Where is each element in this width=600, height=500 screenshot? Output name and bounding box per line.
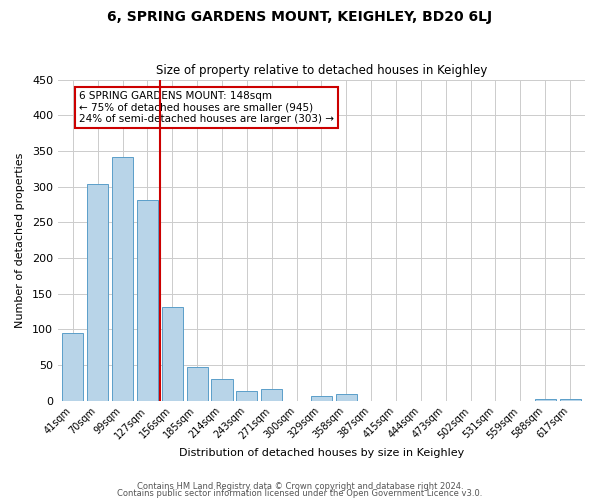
Bar [162, 308, 183, 401]
Text: 6, SPRING GARDENS MOUNT, KEIGHLEY, BD20 6LJ: 6, SPRING GARDENS MOUNT, KEIGHLEY, BD20 … [107, 10, 493, 24]
Bar [187, 367, 208, 401]
Bar [560, 400, 581, 401]
Bar [62, 333, 83, 401]
Bar [87, 184, 108, 401]
Text: Contains public sector information licensed under the Open Government Licence v3: Contains public sector information licen… [118, 489, 482, 498]
Text: Contains HM Land Registry data © Crown copyright and database right 2024.: Contains HM Land Registry data © Crown c… [137, 482, 463, 491]
Bar [137, 200, 158, 401]
Title: Size of property relative to detached houses in Keighley: Size of property relative to detached ho… [156, 64, 487, 77]
Y-axis label: Number of detached properties: Number of detached properties [15, 152, 25, 328]
Bar [535, 398, 556, 401]
Bar [236, 391, 257, 401]
X-axis label: Distribution of detached houses by size in Keighley: Distribution of detached houses by size … [179, 448, 464, 458]
Bar [311, 396, 332, 401]
Bar [336, 394, 357, 401]
Text: 6 SPRING GARDENS MOUNT: 148sqm
← 75% of detached houses are smaller (945)
24% of: 6 SPRING GARDENS MOUNT: 148sqm ← 75% of … [79, 91, 334, 124]
Bar [211, 380, 233, 401]
Bar [112, 156, 133, 401]
Bar [261, 390, 283, 401]
